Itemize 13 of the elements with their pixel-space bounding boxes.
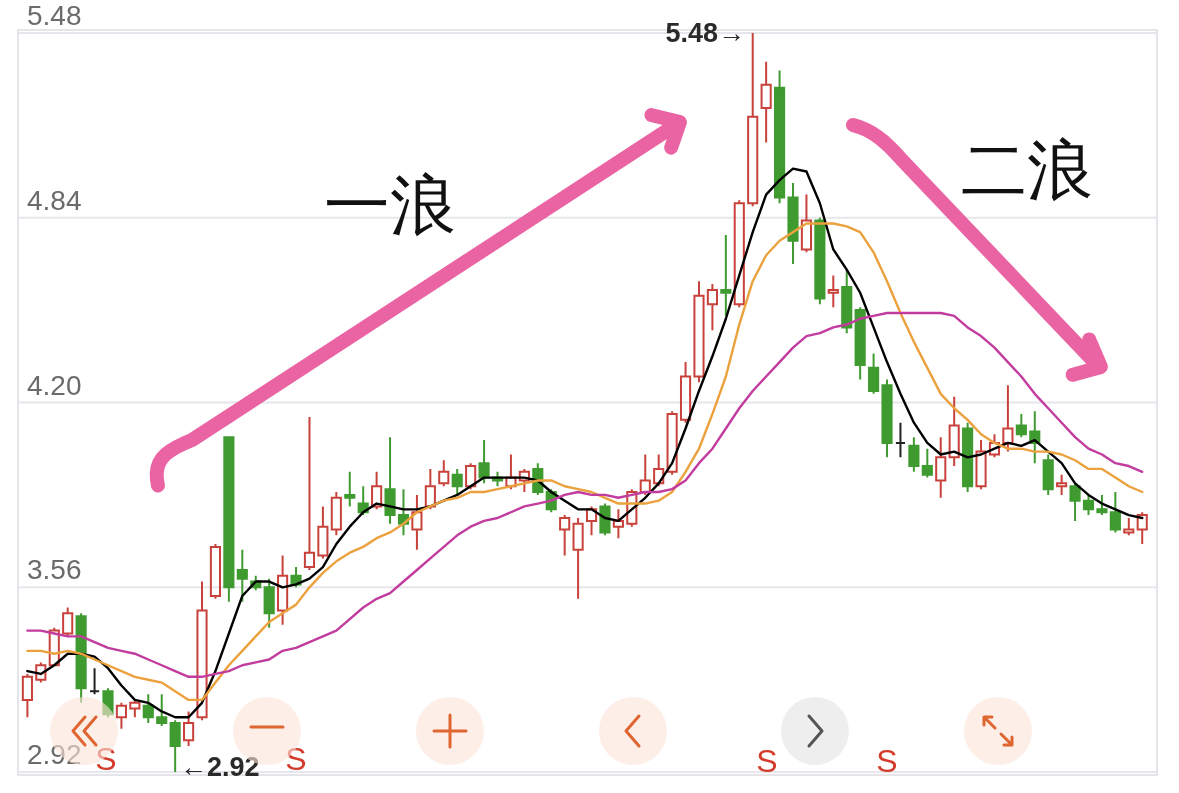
y-tick-label: 3.56 — [27, 554, 82, 586]
annotation: S — [756, 743, 778, 779]
annotation: S — [95, 741, 117, 777]
annotation: 5.48→ — [665, 18, 745, 48]
annotation: 二浪 — [961, 133, 1093, 207]
annotation: 一浪 — [324, 168, 456, 242]
y-tick-label: 4.20 — [27, 369, 82, 401]
y-tick-label: 4.84 — [27, 184, 82, 216]
y-tick-label: 2.92 — [27, 739, 82, 771]
annotation: S — [285, 741, 307, 777]
annotation: ←2.92 — [180, 752, 260, 782]
annotation: S — [876, 743, 898, 779]
y-tick-label: 5.48 — [27, 0, 82, 31]
